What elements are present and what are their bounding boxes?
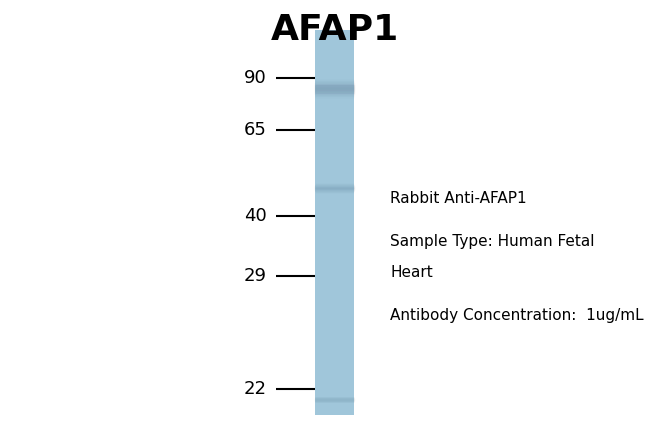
Text: Sample Type: Human Fetal: Sample Type: Human Fetal <box>390 235 595 249</box>
Text: Rabbit Anti-AFAP1: Rabbit Anti-AFAP1 <box>390 191 526 206</box>
Text: AFAP1: AFAP1 <box>270 13 399 47</box>
Text: 65: 65 <box>244 121 266 139</box>
Text: 22: 22 <box>244 380 266 398</box>
Text: 90: 90 <box>244 69 266 87</box>
Text: Heart: Heart <box>390 265 433 280</box>
Text: 40: 40 <box>244 207 266 225</box>
Text: 29: 29 <box>244 267 266 286</box>
Bar <box>315 30 354 415</box>
Text: Antibody Concentration:  1ug/mL: Antibody Concentration: 1ug/mL <box>390 308 644 323</box>
